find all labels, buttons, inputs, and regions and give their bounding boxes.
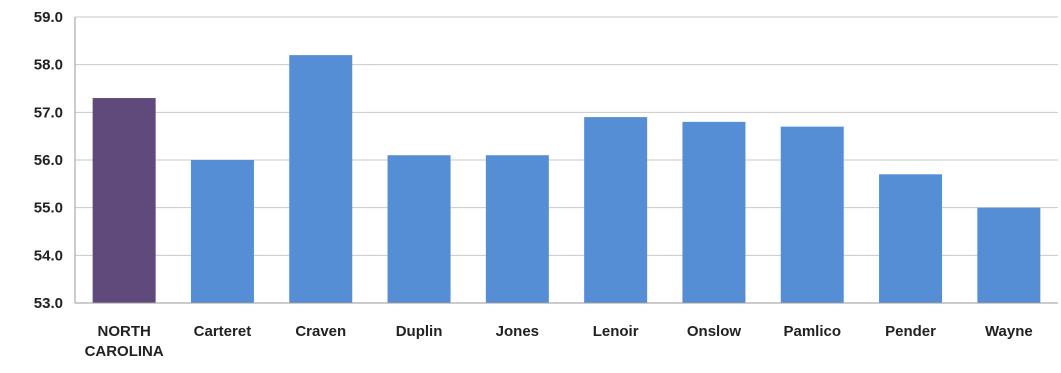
x-category-label: Onslow [687,323,742,340]
bar [485,155,549,303]
y-tick-label: 59.0 [34,9,63,26]
bar [879,174,943,303]
bar [682,121,746,303]
x-category-label: Wayne [985,323,1033,340]
x-category-label: Jones [496,323,539,340]
x-category-label: Craven [295,323,346,340]
bar [190,160,254,303]
y-tick-label: 54.0 [34,247,63,264]
y-tick-label: 56.0 [34,152,63,169]
y-tick-label: 57.0 [34,104,63,121]
y-tick-label: 53.0 [34,295,63,312]
bar [584,117,648,303]
x-category-label: NORTH [97,323,150,340]
bar [387,155,451,303]
y-axis: 53.0 54.0 55.0 56.0 57.0 58.0 59.0 [34,9,76,312]
x-axis: NORTH CAROLINA Carteret Craven Duplin Jones Le… [75,302,1058,360]
x-category-label: CAROLINA [85,343,164,360]
y-tick-label: 58.0 [34,57,63,74]
bar [977,207,1041,303]
x-category-label: Duplin [396,323,443,340]
bar [780,126,844,303]
bar [289,55,353,304]
x-category-label: Lenoir [593,323,639,340]
x-category-label: Pamlico [783,323,841,340]
x-category-label: Pender [885,323,936,340]
y-tick-label: 55.0 [34,200,63,217]
x-category-label: Carteret [194,323,252,340]
bar-layer [92,55,1041,304]
bar [92,98,156,304]
